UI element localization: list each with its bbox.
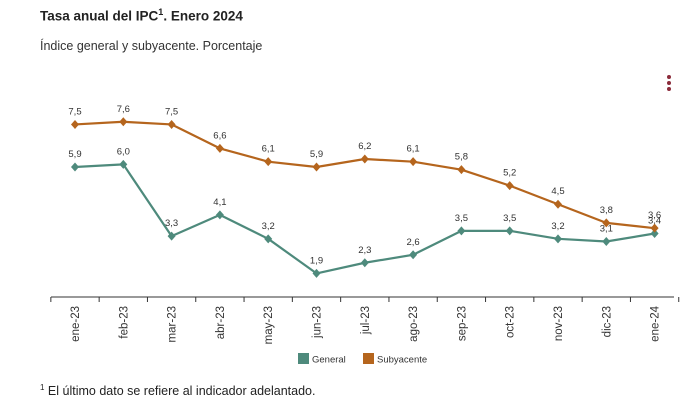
x-tick-label: may-23 bbox=[263, 306, 275, 344]
data-label: 3,8 bbox=[600, 205, 613, 216]
data-point-general[interactable] bbox=[554, 234, 562, 244]
x-tick-label: feb-23 bbox=[118, 306, 130, 339]
x-tick-label: sep-23 bbox=[456, 306, 468, 341]
title-text: Tasa anual del IPC bbox=[40, 8, 159, 24]
data-point-subyacente[interactable] bbox=[650, 223, 659, 233]
data-label: 3,4 bbox=[648, 216, 661, 227]
data-label: 3,6 bbox=[648, 210, 661, 221]
title-suffix: . Enero 2024 bbox=[163, 8, 243, 24]
legend-item-general[interactable]: General bbox=[298, 353, 346, 366]
data-label: 3,2 bbox=[551, 221, 564, 232]
footnote: 1 El último dato se refiere al indicador… bbox=[40, 383, 315, 398]
x-tick-label: mar-23 bbox=[167, 306, 179, 342]
data-point-general[interactable] bbox=[119, 159, 128, 169]
data-label: 6,2 bbox=[358, 141, 371, 152]
title-footnote-marker: 1 bbox=[158, 7, 164, 17]
data-point-subyacente[interactable] bbox=[409, 157, 418, 167]
x-tick-label: jul-23 bbox=[360, 306, 372, 335]
data-point-general[interactable] bbox=[505, 226, 514, 236]
data-point-subyacente[interactable] bbox=[71, 119, 79, 129]
series-line-subyacente bbox=[74, 120, 655, 230]
line-chart: ene-23 feb-23 mar-23 abr-23 may-23 jun-23 jul-… bbox=[50, 104, 680, 366]
data-label: 5,8 bbox=[455, 152, 468, 163]
data-point-subyacente[interactable] bbox=[264, 157, 273, 167]
legend-item-subyacente[interactable]: Subyacente bbox=[363, 353, 427, 366]
data-label: 3,5 bbox=[503, 213, 516, 224]
data-label: 3,3 bbox=[165, 218, 178, 229]
data-label: 6,1 bbox=[406, 144, 419, 155]
data-point-general[interactable] bbox=[602, 236, 611, 246]
legend-label: General bbox=[312, 355, 346, 366]
data-point-subyacente[interactable] bbox=[167, 119, 176, 129]
data-label: 7,5 bbox=[68, 106, 81, 117]
x-tick-label: ago-23 bbox=[408, 306, 420, 342]
data-label: 3,2 bbox=[262, 221, 275, 232]
data-label: 7,6 bbox=[117, 104, 130, 115]
footnote-marker: 1 bbox=[40, 383, 45, 392]
data-label: 4,1 bbox=[213, 197, 226, 208]
page-title: Tasa anual del IPC1. Enero 2024 bbox=[40, 7, 243, 24]
data-point-general[interactable] bbox=[457, 226, 466, 236]
data-label: 5,9 bbox=[68, 149, 81, 160]
data-point-general[interactable] bbox=[215, 210, 224, 220]
data-label: 2,3 bbox=[358, 245, 371, 256]
legend-swatch bbox=[363, 353, 374, 364]
x-tick-label: dic-23 bbox=[601, 306, 613, 337]
data-label: 6,1 bbox=[262, 144, 275, 155]
x-tick-label: jun-23 bbox=[312, 306, 324, 339]
data-point-general[interactable] bbox=[167, 231, 176, 241]
data-point-general[interactable] bbox=[312, 268, 321, 278]
x-tick-label: ene-23 bbox=[70, 306, 82, 342]
data-point-subyacente[interactable] bbox=[457, 165, 466, 175]
data-point-general[interactable] bbox=[650, 229, 659, 238]
data-point-subyacente[interactable] bbox=[312, 162, 321, 172]
series-line-general bbox=[74, 163, 655, 275]
data-label: 7,5 bbox=[165, 106, 178, 117]
data-label: 5,9 bbox=[310, 149, 323, 160]
data-point-subyacente[interactable] bbox=[505, 181, 514, 191]
data-point-subyacente[interactable] bbox=[554, 199, 562, 209]
data-label: 3,5 bbox=[455, 213, 468, 224]
x-tick-label: abr-23 bbox=[215, 306, 227, 339]
x-tick-label: ene-24 bbox=[650, 305, 662, 341]
legend-label: Subyacente bbox=[377, 355, 427, 366]
x-tick-label: oct-23 bbox=[505, 306, 517, 338]
chart-subtitle: Índice general y subyacente. Porcentaje bbox=[40, 39, 263, 53]
data-label: 4,5 bbox=[551, 186, 564, 197]
footnote-text: El último dato se refiere al indicador a… bbox=[44, 384, 316, 399]
data-point-general[interactable] bbox=[409, 250, 418, 260]
data-point-subyacente[interactable] bbox=[215, 143, 224, 153]
data-point-general[interactable] bbox=[360, 258, 369, 268]
data-point-subyacente[interactable] bbox=[360, 154, 369, 164]
data-label: 3,1 bbox=[600, 223, 613, 234]
data-label: 2,6 bbox=[406, 237, 419, 248]
data-label: 6,6 bbox=[213, 130, 226, 141]
data-point-subyacente[interactable] bbox=[602, 218, 611, 228]
x-tick-label: nov-23 bbox=[553, 306, 565, 341]
data-label: 5,2 bbox=[503, 168, 516, 179]
data-label: 1,9 bbox=[310, 255, 323, 266]
data-point-general[interactable] bbox=[71, 162, 79, 172]
data-point-subyacente[interactable] bbox=[119, 117, 128, 127]
data-point-general[interactable] bbox=[264, 234, 273, 244]
data-label: 6,0 bbox=[117, 146, 130, 157]
more-vertical-icon[interactable] bbox=[662, 74, 676, 94]
legend-swatch bbox=[298, 353, 309, 364]
